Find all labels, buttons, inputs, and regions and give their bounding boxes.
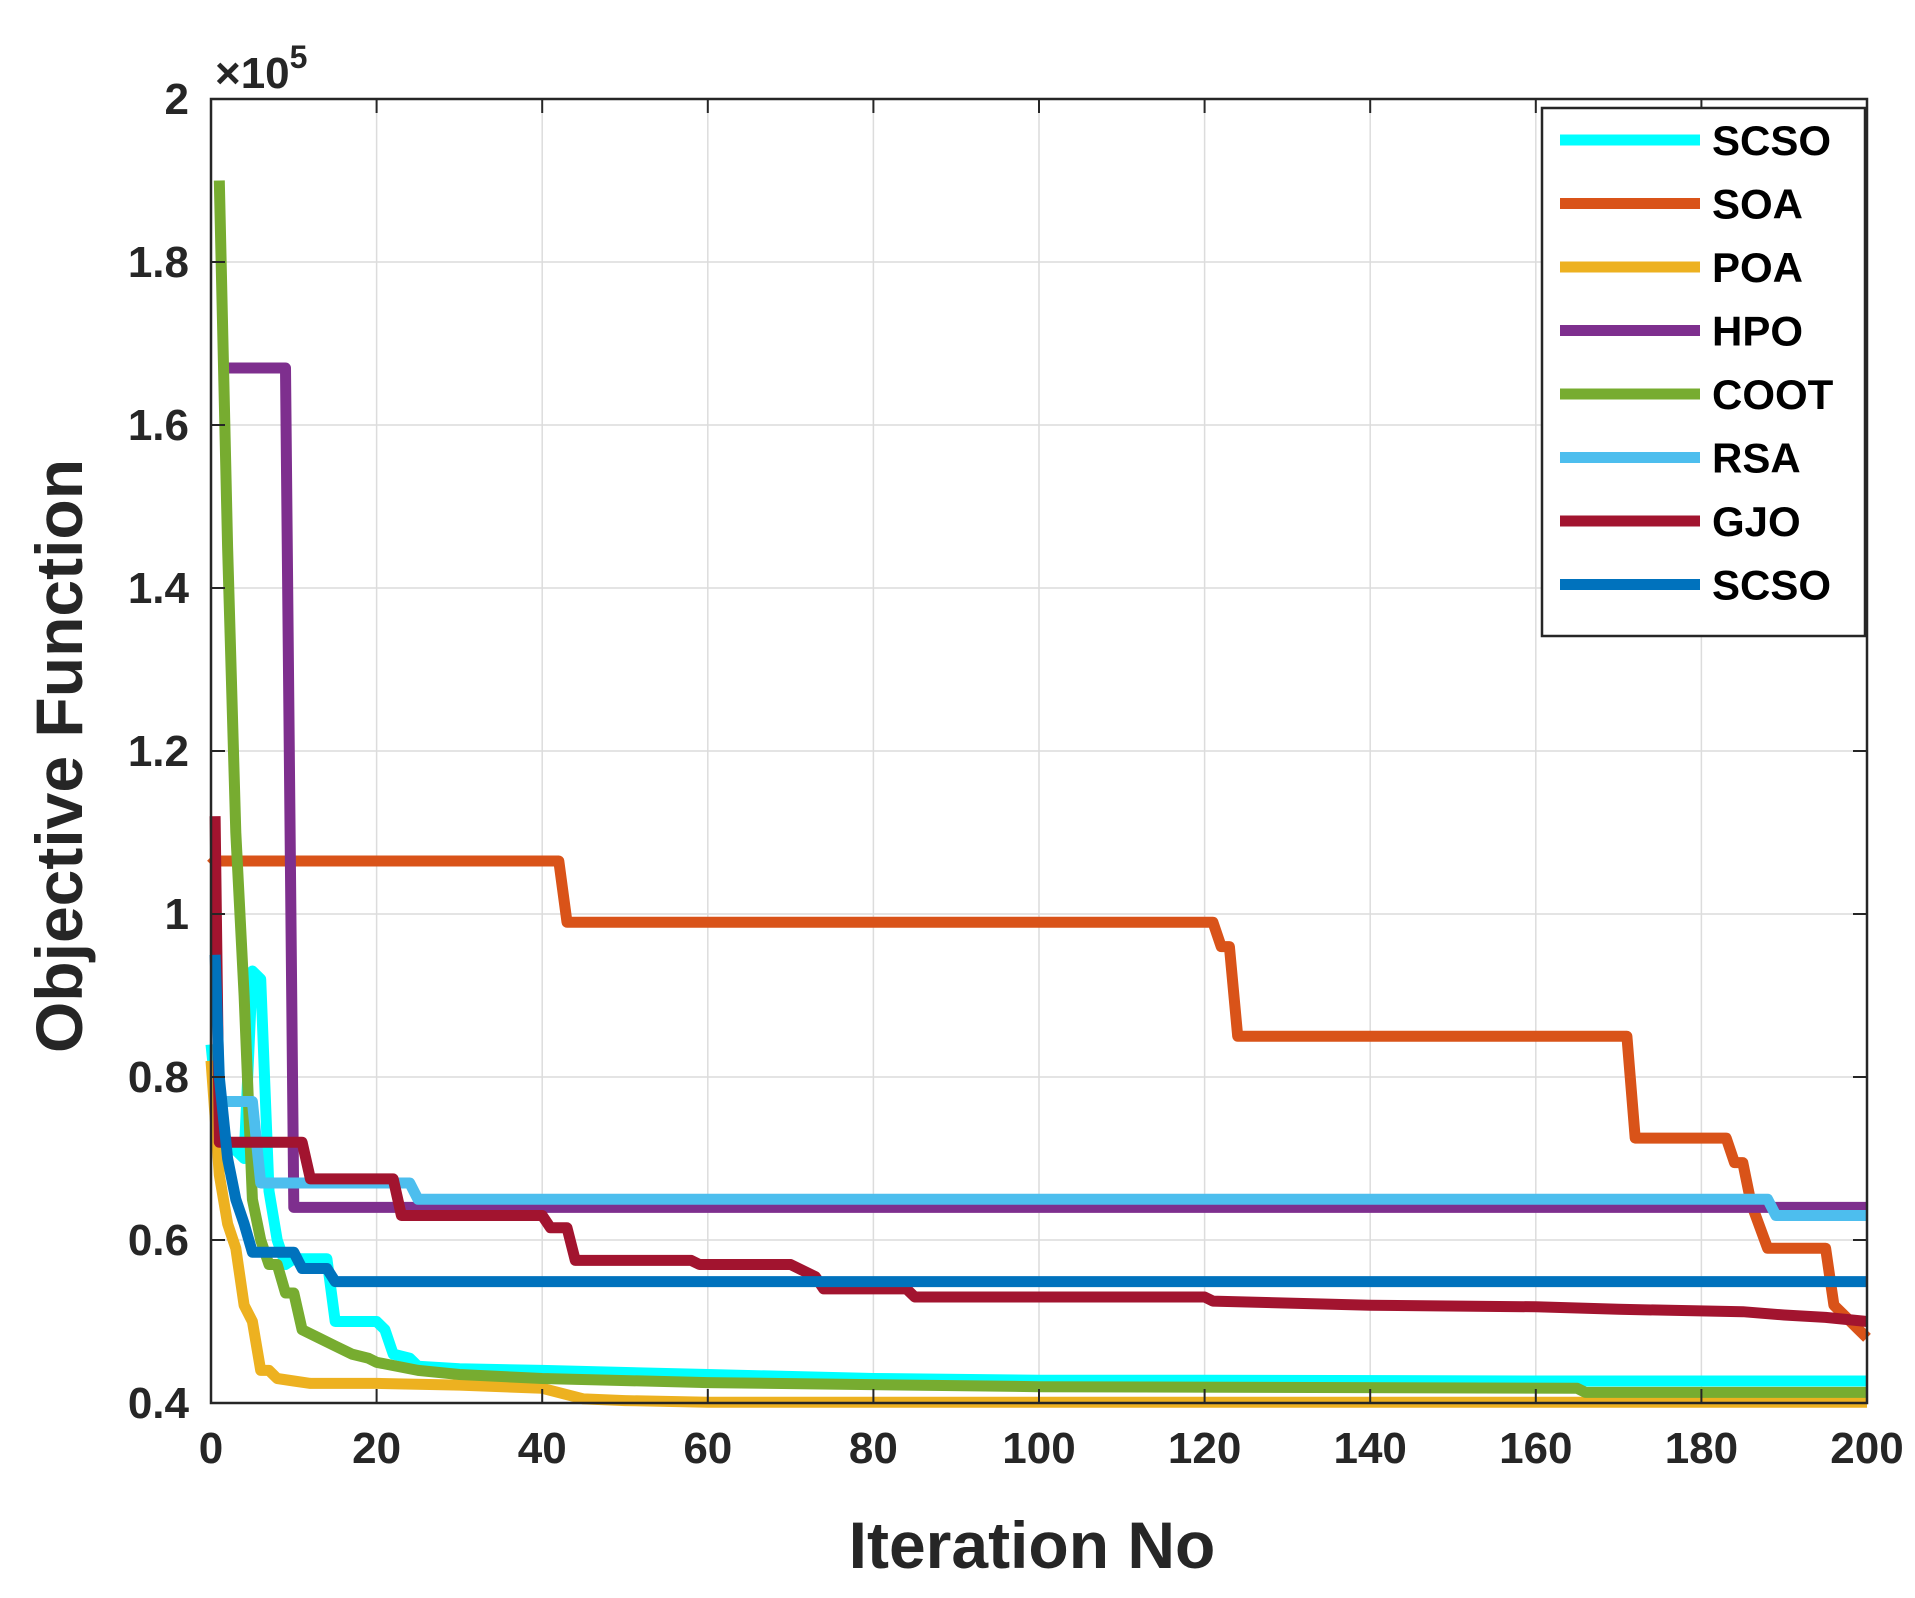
x-tick-label: 20	[352, 1424, 401, 1473]
y-axis-multiplier: ×105	[215, 39, 307, 98]
x-tick-label: 100	[1002, 1424, 1075, 1473]
legend-label: SOA	[1712, 181, 1803, 228]
x-tick-label: 120	[1168, 1424, 1241, 1473]
x-tick-label: 160	[1499, 1424, 1572, 1473]
y-tick-label: 1.6	[128, 401, 189, 450]
y-tick-label: 0.8	[128, 1053, 189, 1102]
legend-box	[1540, 106, 1867, 638]
x-tick-label: 180	[1665, 1424, 1738, 1473]
x-tick-label: 80	[849, 1424, 898, 1473]
y-tick-label: 1	[165, 890, 189, 939]
series-line-hpo	[219, 362, 1867, 1213]
x-tick-label: 0	[199, 1424, 223, 1473]
series-line-rsa	[219, 1096, 1867, 1221]
series-line-gjo	[209, 816, 1868, 1327]
x-tick-label: 40	[518, 1424, 567, 1473]
series-line-soa	[207, 853, 1871, 1342]
legend-label: SCSO	[1712, 562, 1831, 609]
y-axis-title: Objective Function	[22, 459, 96, 1053]
legend-label: GJO	[1712, 498, 1801, 545]
legend-label: POA	[1712, 244, 1803, 291]
y-tick-label: 0.4	[128, 1379, 190, 1428]
x-tick-label: 60	[683, 1424, 732, 1473]
series-line-coot	[213, 180, 1867, 1398]
y-tick-label: 0.6	[128, 1216, 189, 1265]
x-axis-title: Iteration No	[849, 1508, 1216, 1582]
series-line-poa	[205, 1060, 1867, 1408]
y-tick-label: 1.4	[128, 564, 190, 613]
legend-label: HPO	[1712, 308, 1803, 355]
axis-ticks: 0 20 40 60 80 100 120 140 160 180 200 0.4 0.6 0.8 1 1.2…	[128, 75, 1904, 1473]
y-axis-multiplier-exponent: 5	[290, 39, 308, 75]
x-tick-label: 140	[1333, 1424, 1406, 1473]
legend-label: COOT	[1712, 371, 1834, 418]
legend-label: SCSO	[1712, 117, 1831, 164]
y-axis-multiplier-base: ×10	[215, 49, 290, 98]
series-line-scso	[209, 954, 1867, 1288]
y-tick-label: 2	[165, 75, 189, 124]
series-lines	[205, 180, 1871, 1408]
y-tick-label: 1.2	[128, 727, 189, 776]
legend: SCSO SOA POA HPO COOT RSA GJO SCSO	[1540, 106, 1867, 638]
legend-label: RSA	[1712, 435, 1801, 482]
x-tick-label: 200	[1830, 1424, 1903, 1473]
y-tick-label: 1.8	[128, 238, 189, 287]
